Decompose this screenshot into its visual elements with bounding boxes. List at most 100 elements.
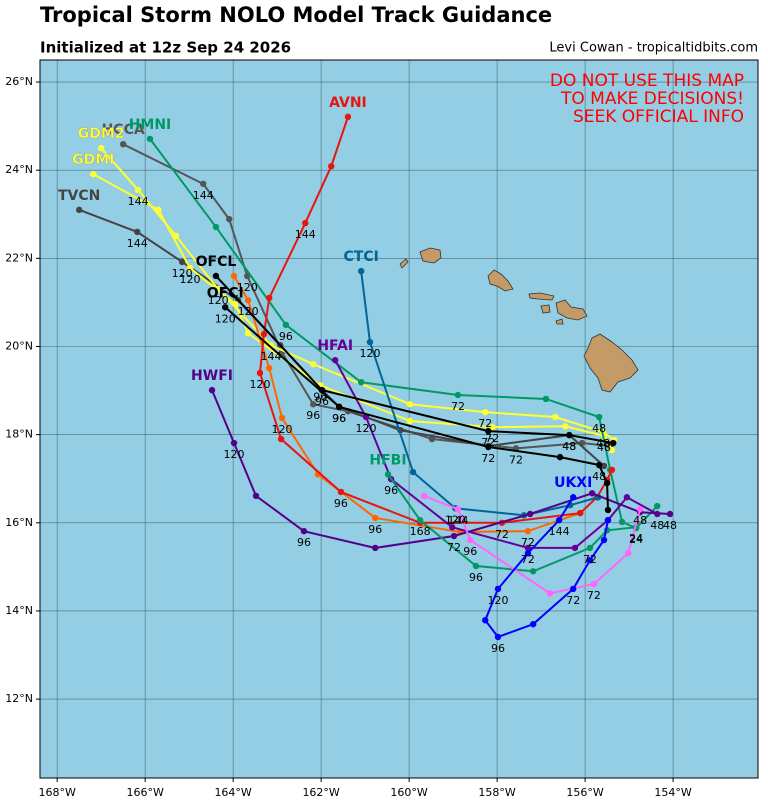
model-name: HWFI	[191, 368, 233, 384]
x-tick-label: 154°W	[654, 786, 691, 799]
track-point	[450, 532, 458, 540]
model-name: GDM2	[78, 126, 125, 142]
track-point	[566, 431, 573, 439]
track-point	[357, 267, 365, 275]
hour-label: 72	[478, 417, 492, 430]
track-point	[282, 321, 290, 329]
hour-label: 48	[663, 519, 677, 532]
track-point	[230, 272, 238, 280]
track-point	[586, 557, 594, 564]
track-point	[595, 413, 603, 421]
hour-label: 72	[481, 436, 495, 449]
hour-label: 120	[237, 281, 258, 294]
track-point	[489, 423, 496, 431]
track-point	[134, 186, 142, 194]
track-point	[529, 620, 537, 628]
hour-label: 120	[224, 448, 245, 461]
chart-title: Tropical Storm NOLO Model Track Guidance	[40, 3, 552, 27]
hour-label: 48	[592, 422, 606, 435]
hour-label: 120	[208, 294, 229, 307]
hour-label: 120	[356, 422, 377, 435]
hour-label: 24	[629, 533, 643, 546]
track-point	[595, 461, 603, 469]
track-point	[119, 140, 127, 148]
hour-label: 24	[629, 532, 643, 545]
track-point	[134, 228, 141, 236]
track-point	[590, 580, 598, 588]
y-tick-label: 26°N	[5, 75, 33, 88]
hour-label: 144	[128, 195, 149, 208]
hour-label: 72	[509, 453, 523, 466]
track-point	[372, 544, 379, 552]
track-point	[146, 135, 154, 143]
track-point	[485, 443, 492, 451]
track-point	[260, 330, 268, 338]
hour-label: 144	[193, 189, 214, 202]
model-name: OFCL	[196, 254, 237, 270]
track-point	[618, 518, 626, 526]
track-point	[604, 506, 612, 514]
x-tick-label: 166°W	[126, 786, 163, 799]
hour-label: 120	[180, 273, 201, 286]
track-point	[608, 466, 616, 474]
hour-label: 48	[562, 440, 576, 453]
y-tick-label: 14°N	[5, 604, 33, 617]
hour-label: 72	[566, 594, 580, 607]
track-point	[208, 386, 216, 394]
track-point	[252, 492, 260, 500]
island	[399, 258, 409, 269]
track-point	[546, 590, 554, 597]
track-point	[556, 453, 564, 461]
hour-label: 48	[596, 437, 610, 450]
y-tick-label: 12°N	[5, 692, 33, 705]
y-tick-label: 22°N	[5, 251, 33, 264]
track-point	[232, 300, 239, 308]
y-tick-label: 16°N	[5, 516, 33, 529]
track-point	[542, 395, 550, 403]
hour-label: 96	[315, 395, 329, 408]
hour-label: 72	[521, 553, 535, 566]
plot-frame	[39, 59, 759, 779]
island	[528, 292, 555, 301]
model-name: TVCN	[58, 188, 100, 204]
track-point	[625, 550, 632, 557]
track-point	[406, 401, 414, 408]
track-point	[344, 113, 352, 121]
hour-label: 72	[495, 528, 509, 541]
track-point	[384, 471, 392, 478]
credit: Levi Cowan - tropicaltidbits.com	[549, 41, 758, 56]
track-point	[256, 369, 264, 377]
track-point	[482, 617, 489, 624]
track-point	[97, 144, 105, 152]
warning: SEEK OFFICIAL INFO	[573, 107, 744, 127]
model-name: HCCA	[102, 122, 145, 138]
hour-label: 120	[249, 378, 270, 391]
track-point	[302, 219, 309, 227]
track-point	[332, 356, 339, 364]
hour-label: 144	[447, 514, 468, 527]
track-point	[604, 516, 612, 524]
track-line	[211, 389, 671, 549]
hour-label: 120	[271, 423, 292, 436]
x-tick-label: 162°W	[302, 786, 339, 799]
track-point	[212, 272, 220, 280]
hour-label: 72	[583, 553, 597, 566]
track-point	[588, 490, 596, 497]
track-point	[366, 338, 374, 346]
track-point	[75, 206, 83, 214]
x-tick-label: 168°W	[38, 786, 75, 799]
track-point	[406, 417, 414, 425]
hour-label: 144	[295, 228, 316, 241]
track-point	[357, 378, 365, 386]
hour-label: 96	[491, 642, 505, 655]
hour-label: 96	[469, 571, 483, 584]
track-point	[300, 527, 308, 535]
track-point	[636, 505, 644, 513]
hour-label: 72	[587, 589, 601, 602]
track-point	[409, 468, 417, 476]
track-point	[529, 568, 537, 575]
hour-label: 120	[445, 513, 466, 526]
track-point	[472, 562, 480, 570]
hour-label: 48	[650, 519, 664, 532]
